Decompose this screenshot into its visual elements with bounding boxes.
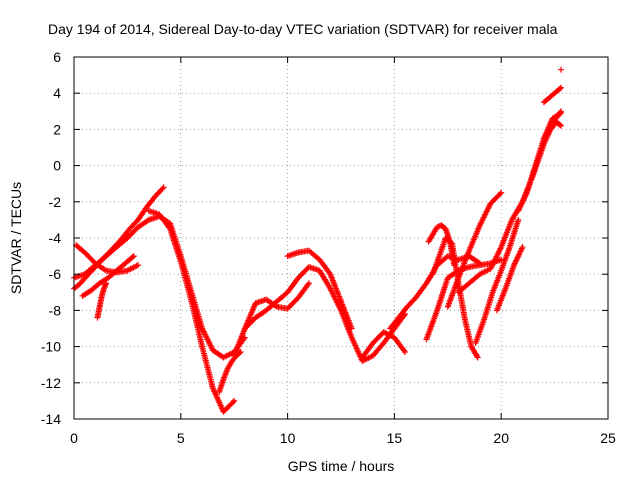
- data-point: [451, 262, 458, 269]
- data-marks: [71, 66, 565, 415]
- series-arc-22: [540, 119, 565, 142]
- data-point: [558, 122, 565, 129]
- data-point: [231, 397, 238, 404]
- axis-ticks: [73, 56, 609, 420]
- y-tick-label: 0: [53, 158, 61, 174]
- data-point: [473, 353, 480, 360]
- y-tick-label: 2: [53, 121, 61, 137]
- series-arc-9: [231, 280, 312, 359]
- data-point: [556, 85, 563, 92]
- data-point: [272, 302, 279, 309]
- y-tick-label: -14: [41, 411, 61, 427]
- data-point: [402, 349, 409, 356]
- data-point: [101, 266, 108, 273]
- x-tick-label: 0: [70, 430, 78, 446]
- data-point: [237, 349, 244, 356]
- data-point: [129, 254, 136, 261]
- data-point: [498, 189, 505, 196]
- data-point: [159, 185, 166, 192]
- data-point: [498, 256, 505, 263]
- data-point: [160, 184, 167, 191]
- series-arc-20: [515, 110, 565, 214]
- data-point: [558, 66, 565, 73]
- grid-lines: [74, 57, 608, 419]
- y-tick-label: -2: [49, 194, 62, 210]
- data-point: [135, 262, 142, 269]
- series-arc-21: [540, 84, 565, 106]
- data-point: [515, 216, 522, 223]
- x-tick-label: 20: [493, 430, 509, 446]
- y-tick-label: -4: [49, 230, 62, 246]
- data-point: [305, 280, 312, 287]
- y-tick-label: -6: [49, 266, 62, 282]
- data-point: [103, 280, 110, 287]
- series-arc-10: [284, 247, 355, 332]
- chart-title: Day 194 of 2014, Sidereal Day-to-day VTE…: [48, 21, 558, 37]
- y-tick-label: -12: [41, 375, 61, 391]
- series-arc-13: [423, 256, 505, 343]
- x-tick-labels: 0 5 10 15 20 25: [70, 430, 616, 446]
- series-arc-3: [73, 242, 142, 276]
- series-arc-11: [359, 329, 409, 361]
- data-point: [348, 325, 355, 332]
- data-point: [230, 399, 237, 406]
- series-arc-14: [429, 235, 481, 361]
- series-arc-6: [145, 207, 238, 415]
- data-point: [130, 253, 137, 260]
- x-tick-label: 10: [280, 430, 296, 446]
- y-tick-label: 6: [53, 49, 61, 65]
- x-tick-label: 5: [177, 430, 185, 446]
- series-arc-4: [79, 253, 137, 299]
- data-point: [519, 244, 526, 251]
- series-arc-23: [558, 66, 565, 73]
- data-point: [497, 190, 504, 197]
- series-arc-19: [493, 244, 526, 314]
- y-tick-label: 4: [53, 85, 61, 101]
- series-arc-15: [425, 222, 458, 269]
- series-arc-8: [241, 263, 409, 365]
- y-axis-label: SDTVAR / TECUs: [8, 182, 24, 294]
- x-tick-label: 15: [387, 430, 403, 446]
- y-tick-label: -8: [49, 302, 62, 318]
- data-point: [556, 121, 563, 128]
- series-arc-16: [444, 189, 505, 310]
- y-tick-labels: -14 -12 -10 -8 -6 -4 -2 0 2 4 6: [41, 49, 61, 427]
- series-arc-18: [472, 216, 522, 346]
- x-axis-label: GPS time / hours: [288, 458, 395, 474]
- data-point: [474, 354, 481, 361]
- data-point: [558, 84, 565, 91]
- series-arc-5: [94, 280, 110, 321]
- y-tick-label: -10: [41, 339, 61, 355]
- data-point: [558, 110, 565, 117]
- x-tick-label: 25: [600, 430, 616, 446]
